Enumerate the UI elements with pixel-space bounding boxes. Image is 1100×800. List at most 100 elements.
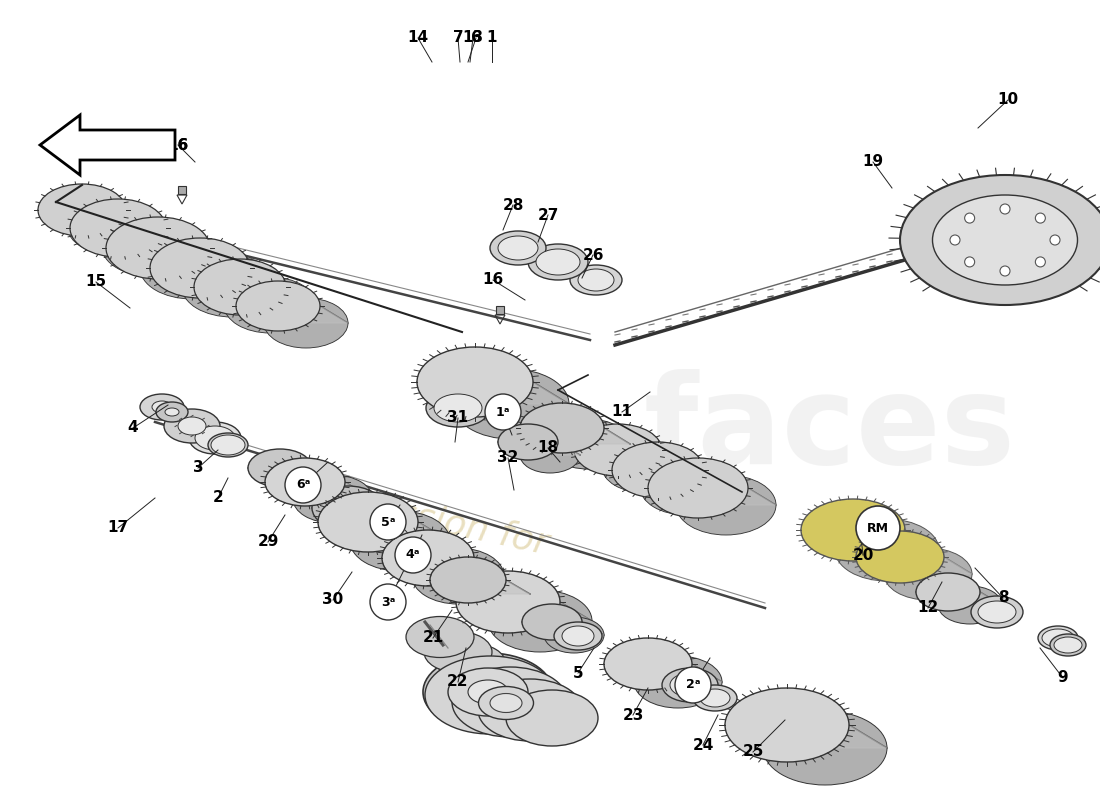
Ellipse shape <box>406 617 474 658</box>
Text: 29: 29 <box>257 534 278 550</box>
Ellipse shape <box>430 557 506 603</box>
Ellipse shape <box>544 617 604 653</box>
Ellipse shape <box>424 631 492 673</box>
Ellipse shape <box>265 458 345 506</box>
Ellipse shape <box>562 626 594 646</box>
Text: 15: 15 <box>86 274 107 290</box>
Ellipse shape <box>490 231 546 265</box>
Ellipse shape <box>425 656 556 734</box>
Text: 10: 10 <box>998 93 1019 107</box>
Ellipse shape <box>68 202 156 254</box>
Ellipse shape <box>570 265 622 295</box>
Polygon shape <box>520 428 630 444</box>
Text: 3ᵃ: 3ᵃ <box>381 595 395 609</box>
Ellipse shape <box>574 424 662 476</box>
Circle shape <box>950 235 960 245</box>
Polygon shape <box>106 248 244 268</box>
Text: 32: 32 <box>497 450 519 466</box>
Text: 7: 7 <box>453 30 463 46</box>
Text: faces: faces <box>644 370 1016 490</box>
Ellipse shape <box>208 433 248 457</box>
Text: 4: 4 <box>128 421 139 435</box>
Ellipse shape <box>640 459 732 515</box>
Polygon shape <box>382 558 504 576</box>
Circle shape <box>395 537 431 573</box>
Ellipse shape <box>884 548 972 600</box>
Ellipse shape <box>520 403 604 453</box>
Ellipse shape <box>522 604 582 640</box>
Text: 23: 23 <box>623 707 643 722</box>
Ellipse shape <box>438 643 506 685</box>
Circle shape <box>1035 257 1045 267</box>
Text: 14: 14 <box>407 30 429 46</box>
Polygon shape <box>498 442 580 455</box>
Ellipse shape <box>102 218 198 276</box>
Ellipse shape <box>498 236 538 260</box>
Text: 30: 30 <box>322 593 343 607</box>
Text: 16: 16 <box>167 138 188 153</box>
Text: 22: 22 <box>448 674 469 690</box>
Ellipse shape <box>318 492 418 552</box>
Ellipse shape <box>454 571 530 617</box>
Ellipse shape <box>478 686 534 719</box>
Polygon shape <box>70 228 198 247</box>
Ellipse shape <box>264 298 348 348</box>
Ellipse shape <box>528 244 588 280</box>
Ellipse shape <box>424 653 553 731</box>
Circle shape <box>856 506 900 550</box>
Text: 17: 17 <box>108 521 129 535</box>
Ellipse shape <box>248 449 312 487</box>
Circle shape <box>485 394 521 430</box>
Text: 21: 21 <box>422 630 443 646</box>
Ellipse shape <box>156 402 188 422</box>
Ellipse shape <box>700 689 730 707</box>
Ellipse shape <box>39 184 126 236</box>
Text: 24: 24 <box>692 738 714 753</box>
Ellipse shape <box>412 548 504 604</box>
Text: 18: 18 <box>538 441 559 455</box>
Ellipse shape <box>490 694 522 713</box>
Ellipse shape <box>350 511 450 571</box>
Text: 1ᵃ: 1ᵃ <box>496 406 510 418</box>
Polygon shape <box>430 580 530 594</box>
Polygon shape <box>40 115 175 175</box>
Ellipse shape <box>152 401 172 413</box>
Ellipse shape <box>270 462 334 500</box>
Text: 13: 13 <box>462 30 484 46</box>
Ellipse shape <box>971 596 1023 628</box>
Polygon shape <box>856 557 972 574</box>
Polygon shape <box>604 664 722 682</box>
Text: 11: 11 <box>612 405 632 419</box>
Text: 6ᵃ: 6ᵃ <box>296 478 310 491</box>
Circle shape <box>1000 204 1010 214</box>
Ellipse shape <box>150 238 250 298</box>
Text: 8: 8 <box>998 590 1009 606</box>
Ellipse shape <box>612 442 704 498</box>
Text: 3: 3 <box>192 461 204 475</box>
Ellipse shape <box>189 422 241 454</box>
Ellipse shape <box>382 530 474 586</box>
Circle shape <box>1035 213 1045 223</box>
Text: 5: 5 <box>573 666 583 681</box>
Ellipse shape <box>693 685 737 711</box>
Ellipse shape <box>195 426 235 450</box>
Circle shape <box>965 213 975 223</box>
Ellipse shape <box>602 441 690 493</box>
Ellipse shape <box>763 711 887 785</box>
Ellipse shape <box>478 679 582 741</box>
Ellipse shape <box>801 499 905 561</box>
Polygon shape <box>456 602 592 621</box>
Text: 20: 20 <box>852 547 873 562</box>
Polygon shape <box>417 382 569 404</box>
Ellipse shape <box>164 409 220 443</box>
Circle shape <box>1000 266 1010 276</box>
Text: 2ᵃ: 2ᵃ <box>685 678 701 691</box>
Polygon shape <box>248 468 334 481</box>
Ellipse shape <box>498 424 558 460</box>
Ellipse shape <box>452 667 568 737</box>
Ellipse shape <box>337 501 409 545</box>
Ellipse shape <box>546 419 630 469</box>
Ellipse shape <box>725 688 849 762</box>
Text: 19: 19 <box>862 154 883 170</box>
Ellipse shape <box>106 217 210 279</box>
